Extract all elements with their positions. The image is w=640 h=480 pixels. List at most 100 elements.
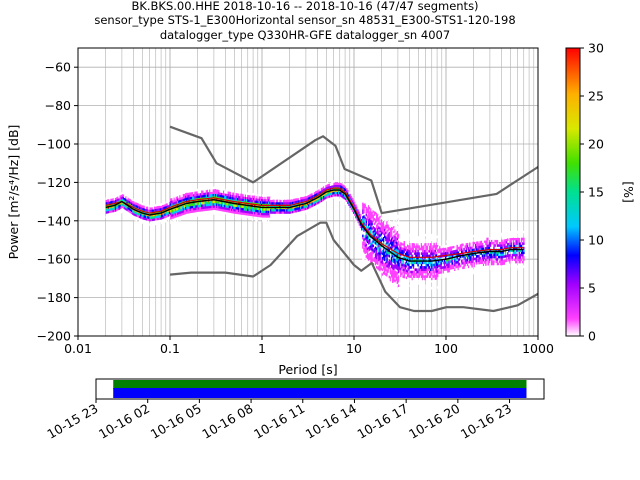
psd-cell: [176, 198, 179, 201]
psd-cell: [490, 255, 493, 259]
psd-cell: [313, 198, 316, 202]
psd-cell: [449, 264, 451, 268]
psd-cell: [494, 253, 496, 257]
psd-cell: [446, 251, 448, 255]
psd-cell: [458, 253, 461, 257]
psd-cell: [333, 184, 335, 188]
psd-cell: [441, 245, 443, 249]
psd-cell: [386, 269, 388, 272]
psd-cell: [370, 217, 372, 220]
psd-cell: [251, 192, 254, 196]
psd-cell: [323, 193, 325, 196]
psd-cell: [241, 193, 243, 197]
psd-cell: [454, 273, 456, 276]
psd-cell: [510, 235, 512, 238]
psd-cell: [426, 240, 428, 244]
psd-cell: [404, 246, 407, 249]
psd-cell: [213, 209, 216, 213]
psd-cell: [500, 241, 502, 245]
psd-cell: [390, 240, 393, 244]
psd-cell: [363, 210, 365, 214]
psd-cell: [171, 209, 173, 213]
psd-cell: [465, 242, 468, 246]
psd-cell: [519, 249, 522, 252]
psd-cell: [281, 211, 284, 214]
psd-cell: [501, 251, 503, 254]
psd-cell: [396, 228, 399, 231]
psd-cell: [244, 191, 247, 195]
psd-cell: [397, 215, 400, 218]
psd-cell: [185, 209, 187, 212]
psd-cell: [413, 240, 416, 244]
psd-cell: [429, 252, 432, 255]
psd-cell: [171, 211, 173, 215]
psd-cell: [363, 219, 365, 223]
psd-cell: [500, 232, 502, 236]
psd-cell: [193, 210, 195, 213]
psd-cell: [256, 218, 258, 222]
psd-cell: [370, 224, 372, 227]
psd-cell: [351, 207, 354, 210]
psd-cell: [382, 239, 385, 242]
psd-cell: [216, 203, 218, 206]
psd-cell: [371, 222, 373, 226]
psd-cell: [448, 255, 450, 259]
psd-cell: [258, 216, 261, 220]
psd-cell: [305, 207, 308, 210]
psd-cell: [461, 252, 463, 256]
psd-cell: [479, 261, 481, 265]
psd-cell: [405, 232, 408, 236]
psd-cell: [424, 256, 426, 260]
psd-cell: [189, 192, 192, 195]
psd-cell: [189, 212, 192, 216]
psd-cell: [417, 238, 419, 242]
psd-cell: [442, 266, 445, 269]
psd-cell: [367, 246, 370, 250]
psd-cell: [273, 213, 276, 217]
psd-cell: [454, 252, 456, 255]
psd-cell: [153, 218, 156, 221]
psd-cell: [337, 191, 340, 195]
psd-cell: [498, 241, 501, 245]
psd-cell: [176, 200, 179, 204]
psd-cell: [463, 268, 465, 272]
psd-cell: [256, 214, 258, 217]
psd-cell: [290, 201, 293, 205]
psd-cell: [383, 226, 386, 229]
psd-cell: [390, 228, 393, 232]
psd-cell: [515, 240, 517, 243]
psd-cell: [366, 210, 369, 214]
psd-cell: [398, 267, 401, 270]
psd-cell: [377, 213, 379, 217]
psd-cell: [386, 209, 388, 213]
psd-cell: [397, 254, 400, 258]
psd-cell: [369, 204, 371, 207]
psd-cell: [247, 210, 249, 214]
psd-cell: [471, 235, 473, 238]
psd-cell: [383, 270, 386, 273]
psd-cell: [359, 227, 362, 231]
psd-cell: [218, 205, 220, 209]
psd-cell: [203, 194, 205, 198]
psd-cell: [173, 208, 175, 212]
psd-cell: [409, 252, 411, 255]
psd-cell: [179, 211, 181, 214]
psd-cell: [366, 252, 369, 255]
psd-cell: [285, 197, 287, 200]
psd-cell: [293, 210, 295, 213]
psd-cell: [447, 251, 449, 255]
psd-cell: [176, 216, 179, 220]
psd-cell: [390, 233, 393, 237]
psd-cell: [263, 217, 265, 220]
psd-cell: [135, 218, 138, 222]
psd-cell: [481, 254, 484, 258]
psd-cell: [195, 207, 197, 210]
psd-cell: [383, 258, 386, 262]
psd-cell: [370, 196, 372, 200]
psd-cell: [381, 263, 384, 267]
psd-cell: [173, 194, 175, 198]
psd-cell: [413, 256, 416, 260]
psd-cell: [349, 205, 351, 208]
psd-cell: [195, 205, 197, 208]
psd-cell: [297, 209, 300, 212]
